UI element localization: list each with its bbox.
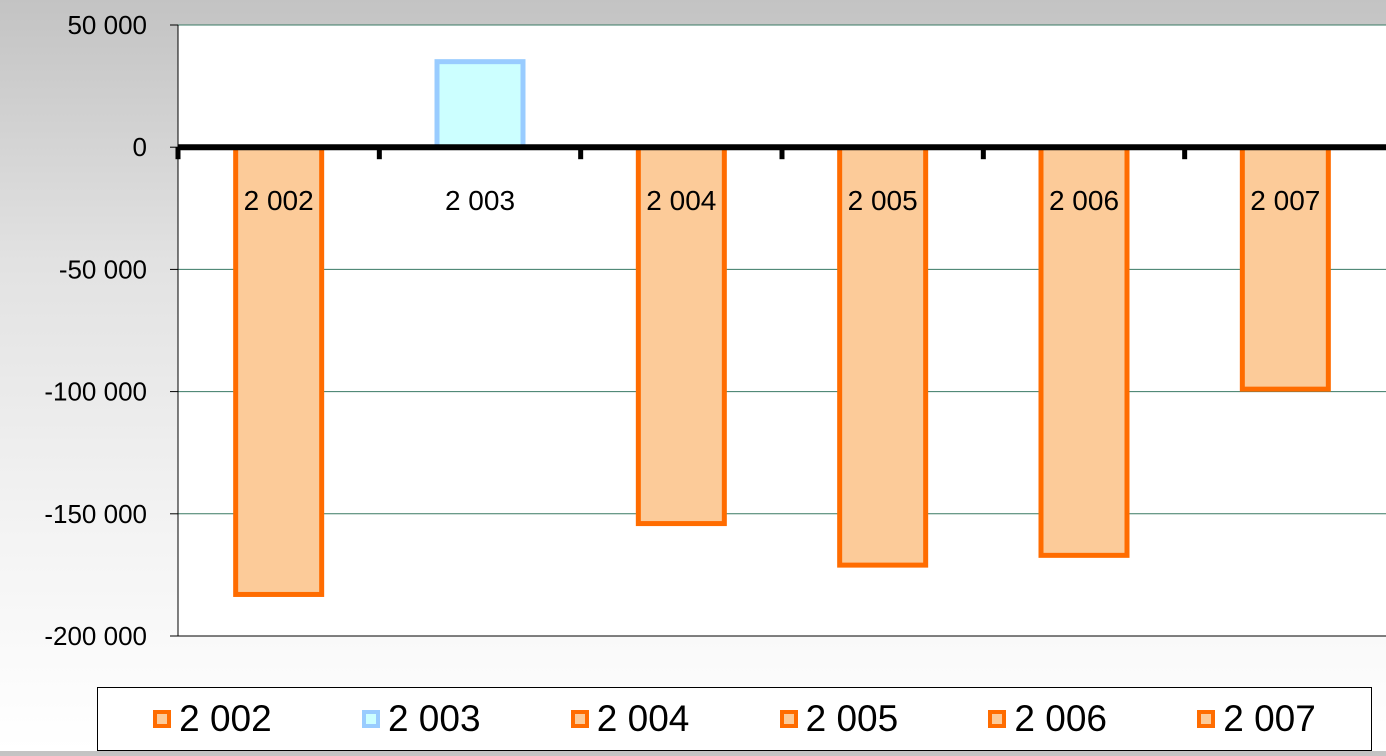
category-label: 2 006 — [1049, 185, 1119, 216]
legend-item: 2 004 — [570, 698, 690, 740]
chart-legend: 2 002 2 003 2 004 2 005 2 006 2 007 — [97, 687, 1372, 751]
legend-label: 2 003 — [387, 698, 481, 739]
category-label: 2 007 — [1250, 185, 1320, 216]
y-tick-label: 0 — [133, 132, 147, 162]
y-tick-label: 50 000 — [67, 10, 147, 40]
category-label: 2 004 — [646, 185, 716, 216]
legend-item: 2 007 — [1197, 698, 1316, 740]
y-tick-label: -200 000 — [44, 621, 147, 651]
plot-area — [178, 25, 1386, 636]
bar-2003 — [434, 59, 526, 150]
category-label: 2 005 — [848, 185, 918, 216]
y-tick-label: -50 000 — [59, 254, 147, 284]
legend-swatch — [570, 710, 589, 728]
legend-swatch — [361, 710, 380, 728]
legend-label: 2 004 — [596, 698, 690, 739]
legend-item: 2 005 — [779, 698, 899, 740]
bar-2006 — [1038, 144, 1130, 558]
legend-swatch — [153, 710, 172, 728]
legend-label: 2 007 — [1223, 698, 1316, 739]
legend-label: 2 006 — [1014, 698, 1108, 739]
legend-item: 2 003 — [361, 698, 481, 740]
legend-label: 2 002 — [179, 698, 272, 739]
legend-label: 2 005 — [805, 698, 899, 739]
legend-swatch — [988, 710, 1007, 728]
y-tick-label: -100 000 — [44, 377, 147, 407]
y-tick-label: -150 000 — [44, 499, 147, 529]
legend-item: 2 006 — [988, 698, 1107, 740]
bar-2004 — [635, 144, 727, 527]
legend-swatch — [1197, 710, 1216, 728]
legend-item: 2 002 — [153, 698, 272, 740]
bar-2007 — [1239, 144, 1331, 392]
category-label: 2 002 — [244, 185, 314, 216]
category-label: 2 003 — [445, 185, 515, 216]
legend-swatch — [779, 710, 798, 728]
bar-2005 — [837, 144, 929, 568]
bar-2002 — [233, 144, 325, 597]
